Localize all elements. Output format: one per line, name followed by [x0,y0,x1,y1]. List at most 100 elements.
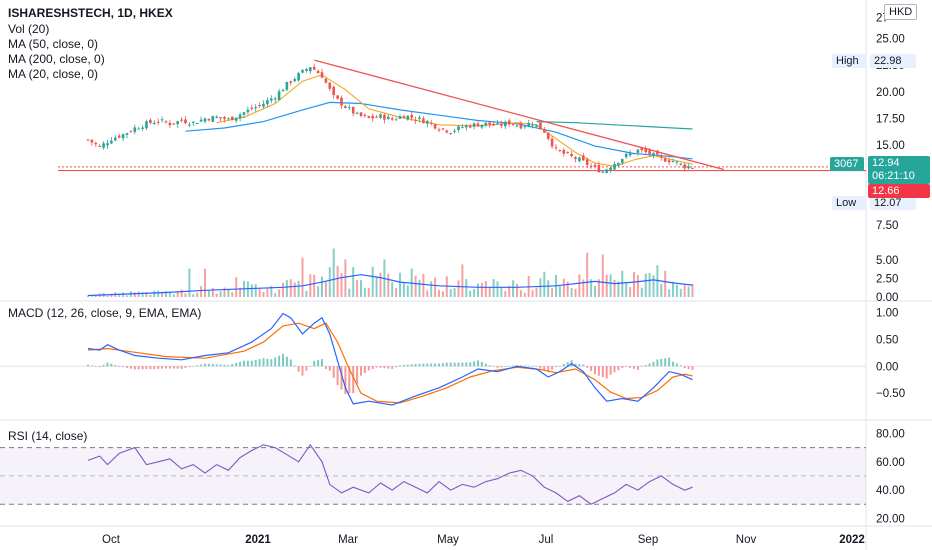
candle-body [504,121,507,127]
candle-body [285,81,289,90]
candle-body [472,123,476,127]
candle-body [656,150,659,155]
macd-signal-line [87,322,693,404]
volume-bar [211,288,214,297]
volume-bar [578,274,581,297]
legend-ma200[interactable]: MA (200, close, 0) [8,52,105,66]
macd-histogram-bar [321,359,323,367]
volume-bar [652,275,655,297]
volume-bar [363,287,366,297]
candle-body [640,148,644,151]
candle-body [578,157,581,162]
macd-histogram-bar [547,366,550,373]
candle-body [242,112,246,115]
candle-body [570,154,573,157]
macd-histogram-bar [445,362,448,367]
macd-histogram-bar [640,366,643,367]
currency-badge[interactable]: HKD [884,4,918,20]
candle-body [683,164,686,169]
volume-bar [551,288,554,297]
low-label: Low [832,196,866,210]
macd-histogram-bar [574,363,577,367]
candle-body [227,118,230,120]
volume-bar [348,288,351,297]
candle-body [613,163,616,170]
candle-body [231,116,234,120]
candle-body [168,122,172,126]
macd-histogram-bar [383,366,386,369]
volume-bar [395,288,398,297]
legend-ma20[interactable]: MA (20, close, 0) [8,67,99,81]
macd-title[interactable]: MACD (12, 26, close, 9, EMA, EMA) [8,306,202,320]
volume-bar [344,259,347,297]
volume-bar [547,280,550,297]
volume-bar [356,280,359,297]
macd-histogram-bar [660,358,663,367]
macd-histogram-bar [578,364,581,367]
volume-bar [473,288,476,297]
macd-histogram-bar [227,365,230,367]
volume-bar [691,283,694,297]
candle-body [254,107,257,109]
macd-histogram-bar [426,363,429,367]
macd-histogram-bar [211,364,214,367]
candle-body [492,123,495,126]
candle-body [465,125,468,128]
macd-histogram-bar [356,366,359,385]
macd-histogram-bar [126,366,128,368]
last-price-tag: 12.94 06:21:10 [868,156,930,184]
macd-histogram-bar [687,366,690,370]
volume-bar [633,272,635,297]
candle-body [219,117,222,119]
macd-histogram-bar [535,366,538,367]
candle-body [660,155,663,158]
macd-histogram-bar [157,366,160,369]
volume-bar [512,280,515,297]
candle-body [246,109,250,113]
legend-ma50[interactable]: MA (50, close, 0) [8,37,99,51]
volume-bar [87,295,89,297]
volume-bar [305,290,308,297]
macd-histogram-bar [129,366,132,369]
candle-body [433,124,437,129]
volume-bar [149,294,152,297]
candle-body [422,118,425,124]
candle-body [585,159,589,165]
macd-histogram-bar [239,361,242,367]
macd-histogram-bar [395,366,398,368]
rsi-tick-label: 60.00 [876,457,905,469]
volume-bar [106,295,109,297]
candle-body [500,123,503,126]
candle-body [258,104,261,106]
macd-histogram-bar [102,364,105,367]
candle-body [445,130,449,133]
macd-histogram-bar [523,365,526,367]
candle-body [367,116,371,118]
macd-histogram-bar [305,366,308,371]
volume-bar [250,284,253,297]
candle-body [484,122,488,126]
macd-histogram-bar [441,363,444,367]
volume-bar [687,286,690,297]
macd-histogram-bar [243,360,245,367]
candle-body [332,86,335,96]
volume-bar [574,288,577,297]
price-tick-label: 17.50 [876,113,905,125]
candle-body [203,118,207,122]
candle-body [488,122,491,125]
candle-body [418,117,421,120]
candle-body [320,72,324,78]
trend-line[interactable] [314,59,724,171]
candle-body [523,126,527,128]
volume-bar [207,290,210,297]
volume-bar [500,287,503,297]
rsi-title[interactable]: RSI (14, close) [8,429,88,443]
volume-bar [644,273,647,297]
legend-volume[interactable]: Vol (20) [8,22,50,36]
level-price-tag[interactable]: 3067 [830,157,864,171]
macd-histogram-bar [94,366,97,367]
candle-body [410,114,413,118]
macd-histogram-bar [609,366,612,375]
